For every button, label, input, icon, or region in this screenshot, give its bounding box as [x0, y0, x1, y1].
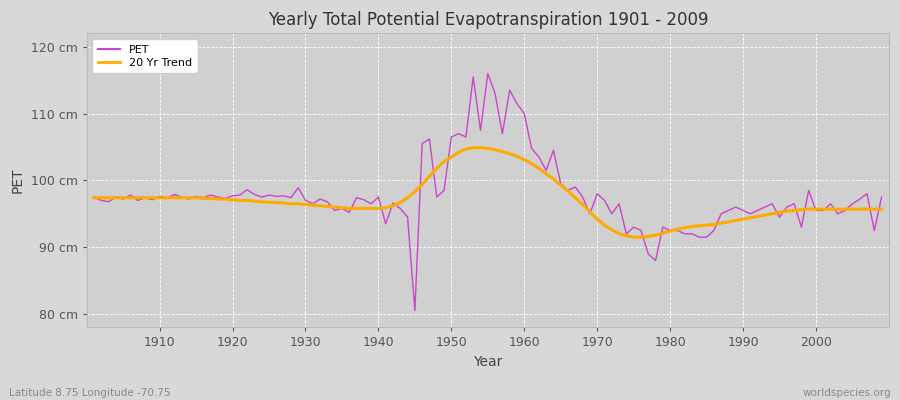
X-axis label: Year: Year	[473, 355, 502, 369]
Title: Yearly Total Potential Evapotranspiration 1901 - 2009: Yearly Total Potential Evapotranspiratio…	[267, 11, 708, 29]
Text: Latitude 8.75 Longitude -70.75: Latitude 8.75 Longitude -70.75	[9, 388, 170, 398]
Legend: PET, 20 Yr Trend: PET, 20 Yr Trend	[92, 39, 198, 74]
Y-axis label: PET: PET	[11, 168, 25, 193]
Text: worldspecies.org: worldspecies.org	[803, 388, 891, 398]
